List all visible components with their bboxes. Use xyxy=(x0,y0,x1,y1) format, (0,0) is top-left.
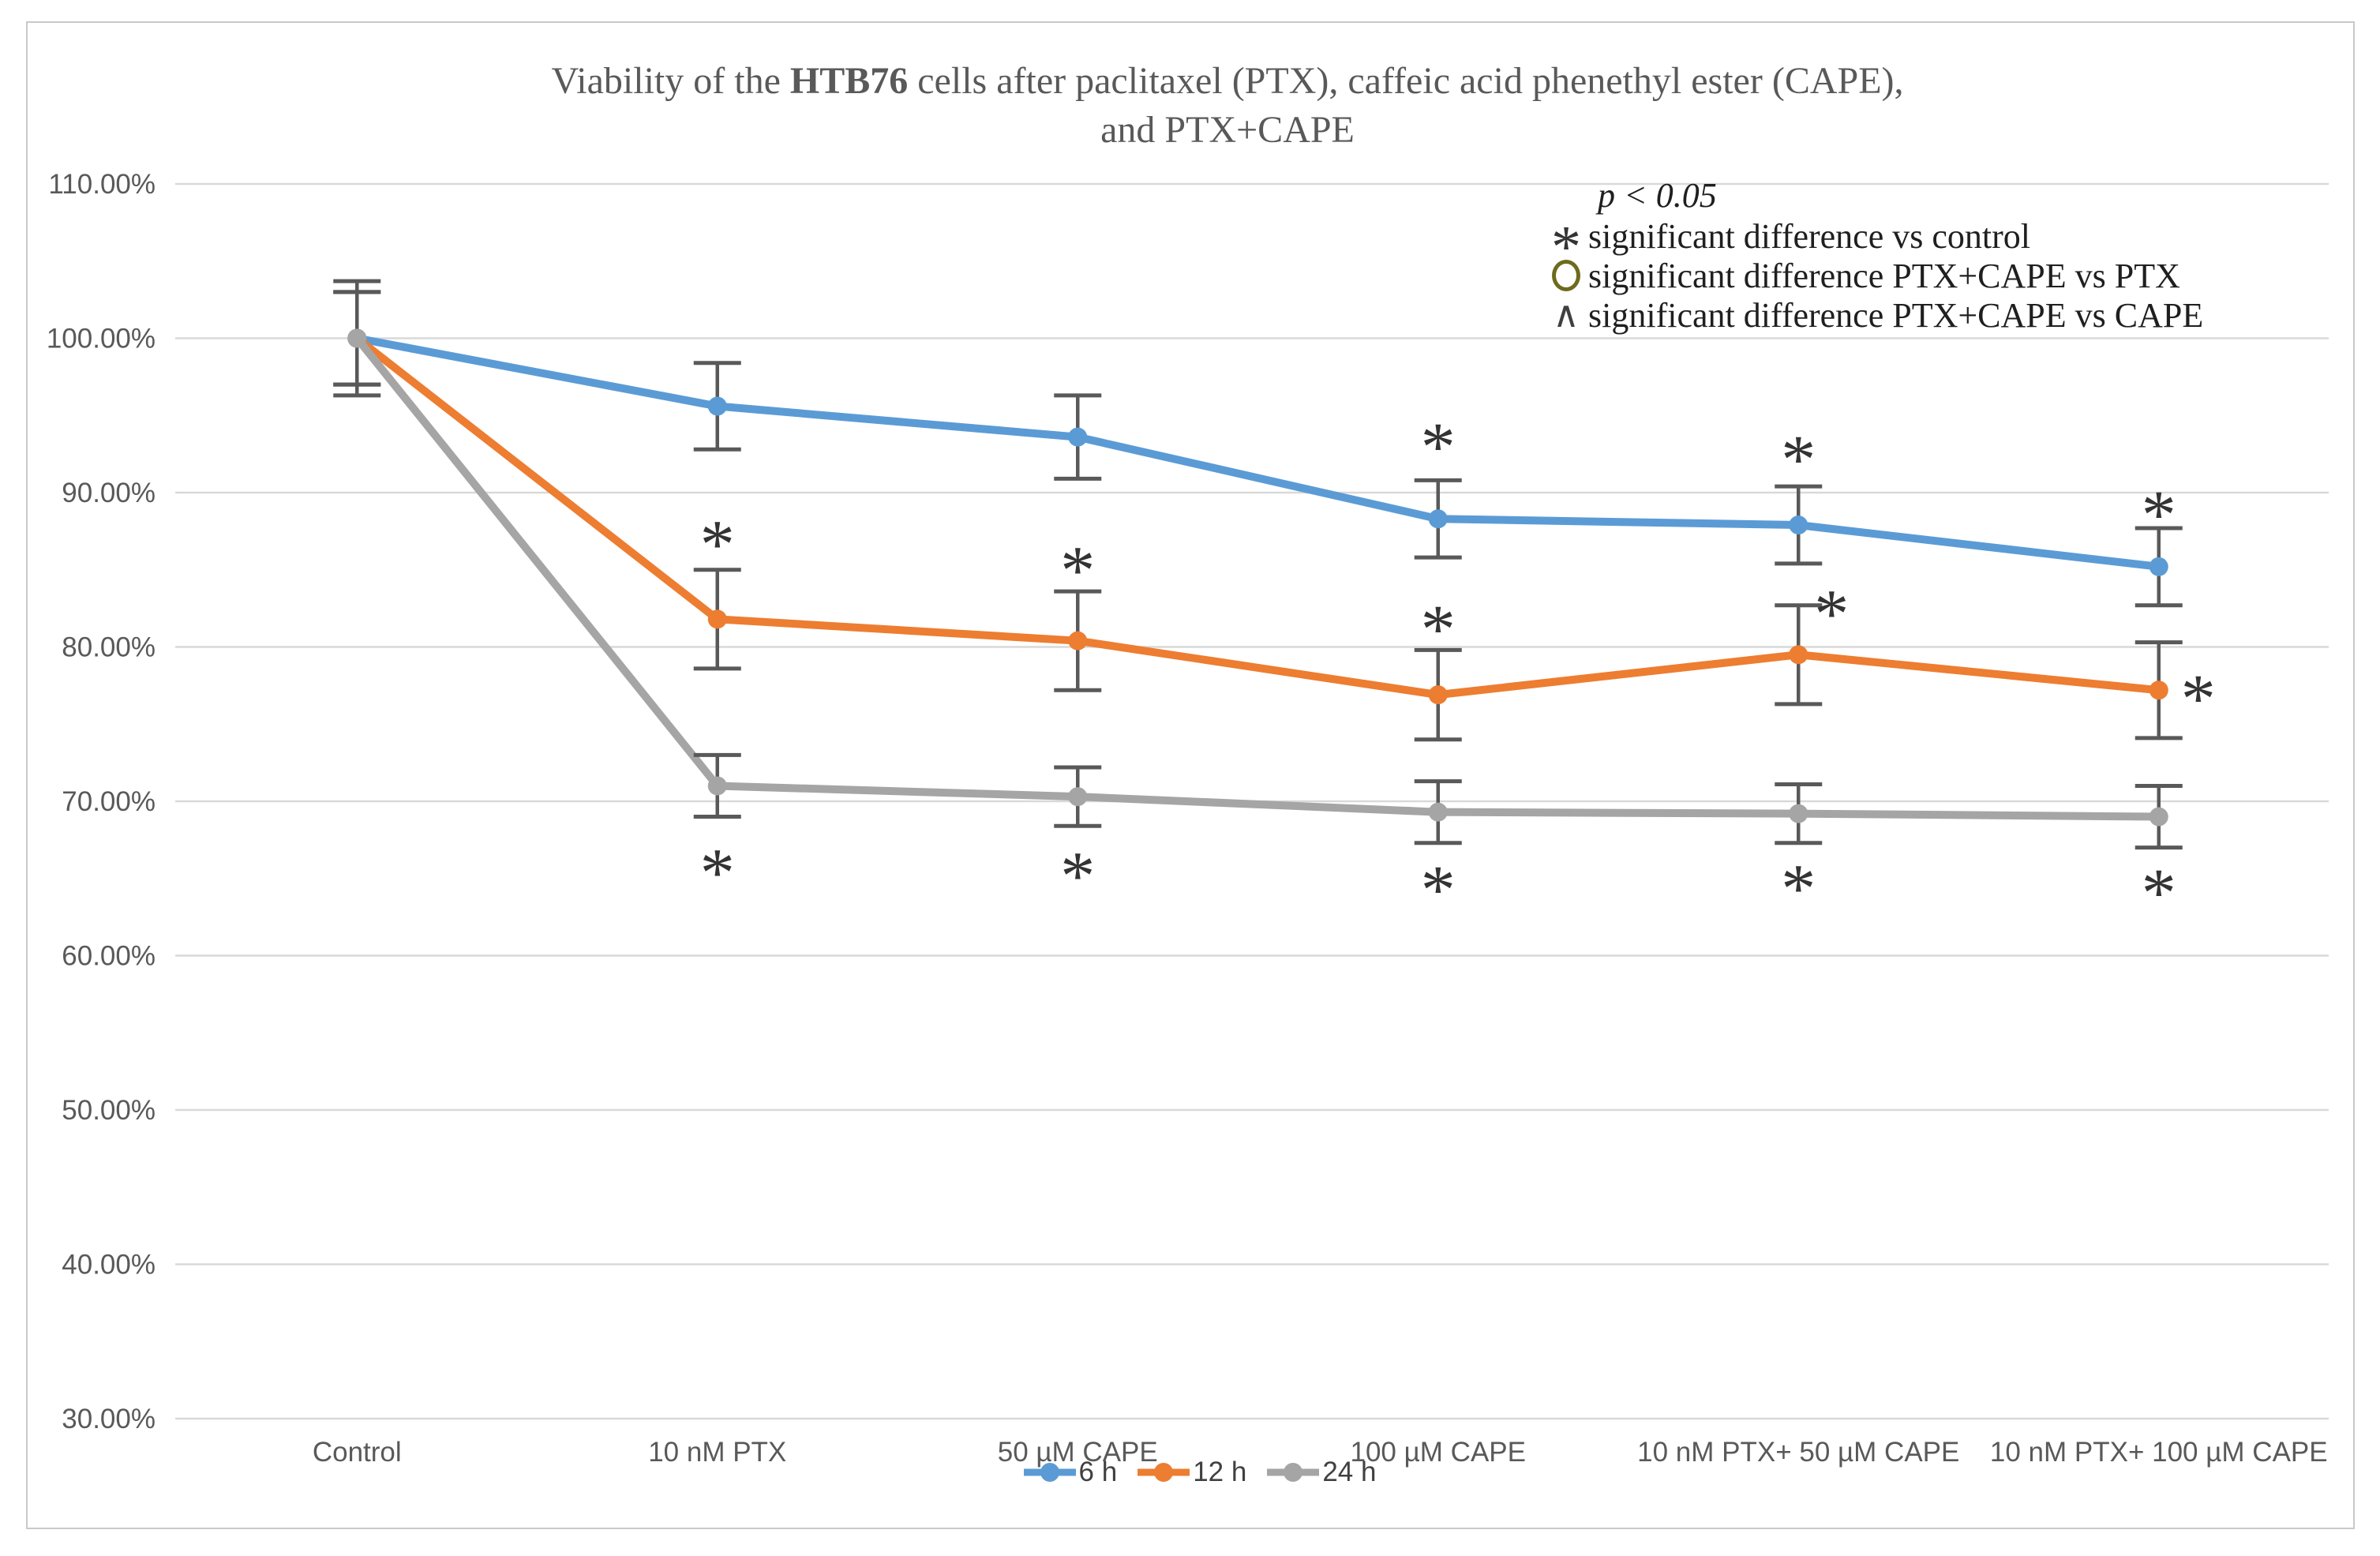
x-axis-category-label: 10 nM PTX+ 100 µM CAPE xyxy=(1990,1437,2328,1468)
y-axis-tick-label: 50.00% xyxy=(62,1095,156,1126)
chart-title: Viability of the HTB76 cells after pacli… xyxy=(0,57,2380,155)
y-axis-tick-label: 100.00% xyxy=(47,324,156,354)
y-axis-tick-label: 90.00% xyxy=(62,478,156,508)
y-axis-tick-label: 110.00% xyxy=(48,169,156,200)
chart-title-line2: and PTX+CAPE xyxy=(1100,109,1355,151)
data-point xyxy=(2149,807,2168,827)
significance-asterisk: * xyxy=(2142,856,2176,932)
legend-item-6h: 6 h xyxy=(1023,1457,1118,1488)
data-point xyxy=(1068,427,1088,447)
p-value-label: p < 0.05 xyxy=(1598,176,1717,215)
legend-marker xyxy=(1138,1463,1190,1482)
data-point xyxy=(1789,516,1808,535)
significance-key-text: significant difference PTX+CAPE vs CAPE xyxy=(1588,295,2204,335)
significance-key-text: significant difference PTX+CAPE vs PTX xyxy=(1588,256,2180,295)
legend-item-12h: 12 h xyxy=(1138,1457,1246,1488)
data-point xyxy=(707,776,727,796)
significance-asterisk: * xyxy=(1060,838,1095,915)
significance-key-text: significant difference vs control xyxy=(1588,216,2030,256)
y-axis-tick-label: 80.00% xyxy=(62,632,156,663)
title-cell-line: HTB76 xyxy=(789,60,909,102)
significance-asterisk: * xyxy=(1781,422,1816,498)
significance-asterisk: * xyxy=(700,507,735,583)
significance-asterisk: * xyxy=(2181,661,2216,737)
title-suffix: cells after paclitaxel (PTX), caffeic ac… xyxy=(908,60,1904,102)
significance-asterisk: * xyxy=(2142,478,2176,554)
title-prefix: Viability of the xyxy=(551,60,790,102)
legend-label: 6 h xyxy=(1078,1457,1118,1487)
data-point xyxy=(1789,645,1808,665)
data-point xyxy=(1428,685,1448,705)
legend-label: 12 h xyxy=(1193,1457,1247,1487)
x-axis-category-label: 10 nM PTX+ 50 µM CAPE xyxy=(1637,1437,1959,1468)
significance-asterisk: * xyxy=(1781,851,1816,928)
data-point xyxy=(707,396,727,416)
chart-legend: 6 h 12 h 24 h xyxy=(0,1457,2380,1488)
x-axis-category-label: 50 µM CAPE xyxy=(998,1437,1158,1468)
data-point xyxy=(347,328,367,348)
series-line-24h xyxy=(354,336,2159,821)
significance-key-row-control: * significant difference vs control xyxy=(1551,214,2030,280)
data-point xyxy=(1068,787,1088,807)
chart-border-frame xyxy=(26,21,2355,1529)
legend-marker xyxy=(1267,1463,1320,1482)
series-line-12h xyxy=(354,335,2160,699)
series-line-6h xyxy=(356,334,2160,571)
significance-asterisk: * xyxy=(1060,533,1095,609)
data-point xyxy=(1428,509,1448,529)
data-point xyxy=(2149,557,2168,576)
y-axis-tick-label: 70.00% xyxy=(62,786,156,817)
data-point xyxy=(1789,804,1808,823)
data-point xyxy=(707,609,727,629)
significance-asterisk: * xyxy=(1421,591,1456,668)
y-axis-tick-label: 40.00% xyxy=(62,1250,156,1280)
circle-symbol xyxy=(1544,260,1588,291)
y-axis-tick-label: 60.00% xyxy=(62,941,156,972)
legend-label: 24 h xyxy=(1322,1457,1377,1487)
significance-key-row-ptx: significant difference PTX+CAPE vs PTX xyxy=(1544,256,2203,295)
data-point xyxy=(2149,681,2168,700)
y-axis-tick-label: 30.00% xyxy=(62,1404,156,1434)
significance-asterisk: * xyxy=(1421,853,1456,929)
legend-marker xyxy=(1023,1463,1076,1482)
significance-asterisk: * xyxy=(700,835,735,912)
significance-asterisk: * xyxy=(1421,410,1456,486)
legend-item-24h: 24 h xyxy=(1267,1457,1376,1488)
chart-title-line1: Viability of the HTB76 cells after pacli… xyxy=(0,57,2380,106)
significance-key-row-cape: ∧ significant difference PTX+CAPE vs CAP… xyxy=(1553,294,2204,335)
significance-asterisk: * xyxy=(1814,576,1849,653)
x-axis-category-label: Control xyxy=(313,1437,402,1468)
data-point xyxy=(1068,631,1088,651)
data-point xyxy=(1428,802,1448,822)
significance-key: p < 0.05 * significant difference vs con… xyxy=(1544,175,2203,335)
x-axis-category-label: 10 nM PTX xyxy=(648,1437,786,1468)
x-axis-category-label: 100 µM CAPE xyxy=(1351,1437,1526,1468)
